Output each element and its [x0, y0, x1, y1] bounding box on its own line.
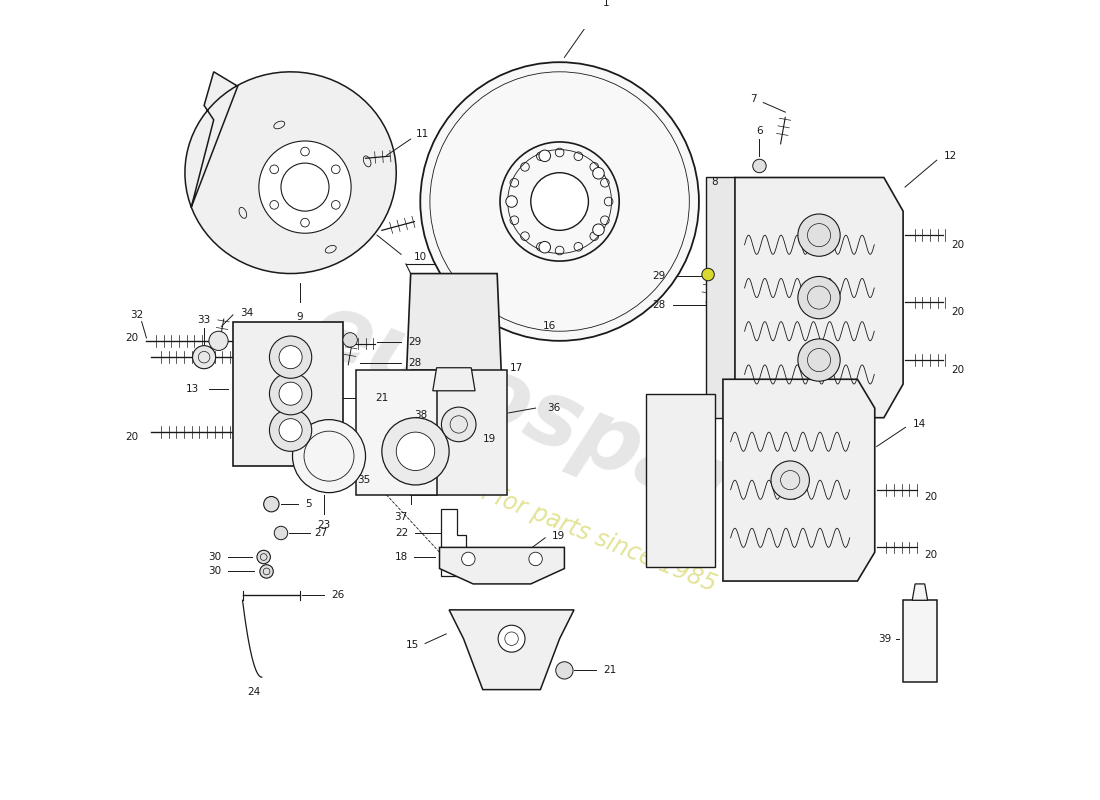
Circle shape — [279, 382, 302, 406]
Text: 7: 7 — [750, 94, 757, 104]
Text: 20: 20 — [952, 240, 965, 250]
Text: 20: 20 — [952, 365, 965, 374]
Circle shape — [593, 167, 604, 179]
Circle shape — [531, 173, 588, 230]
Circle shape — [539, 150, 550, 162]
Circle shape — [593, 224, 604, 235]
Circle shape — [798, 214, 840, 256]
Text: 13: 13 — [186, 384, 199, 394]
Text: 36: 36 — [547, 403, 560, 413]
Text: 28: 28 — [652, 300, 666, 310]
Circle shape — [529, 552, 542, 566]
Circle shape — [702, 268, 714, 281]
Text: 20: 20 — [125, 333, 139, 343]
Text: 14: 14 — [913, 419, 926, 430]
Circle shape — [382, 418, 449, 485]
Circle shape — [798, 277, 840, 318]
Text: 35: 35 — [358, 475, 371, 485]
Polygon shape — [912, 584, 927, 600]
Text: 29: 29 — [408, 337, 421, 346]
Circle shape — [270, 336, 311, 378]
Circle shape — [270, 409, 311, 451]
Circle shape — [771, 461, 810, 499]
Circle shape — [396, 432, 435, 470]
Text: 24: 24 — [248, 686, 261, 697]
Polygon shape — [432, 368, 475, 390]
Text: 22: 22 — [396, 528, 409, 538]
Text: eurospares: eurospares — [298, 285, 860, 580]
Polygon shape — [723, 379, 874, 581]
Text: 20: 20 — [952, 307, 965, 317]
Circle shape — [260, 565, 273, 578]
Text: 20: 20 — [925, 550, 938, 560]
Text: 16: 16 — [542, 322, 556, 331]
Circle shape — [280, 163, 329, 211]
Text: 23: 23 — [318, 520, 331, 530]
Text: 6: 6 — [756, 126, 762, 136]
Text: 30: 30 — [208, 566, 221, 577]
Text: 20: 20 — [125, 432, 139, 442]
Polygon shape — [440, 547, 564, 584]
Circle shape — [209, 331, 228, 350]
Text: 19: 19 — [483, 434, 496, 444]
Text: 26: 26 — [331, 590, 344, 601]
Polygon shape — [233, 322, 343, 466]
Text: 27: 27 — [315, 528, 328, 538]
Text: 28: 28 — [408, 358, 421, 368]
Text: 34: 34 — [241, 308, 254, 318]
Text: 37: 37 — [395, 512, 408, 522]
Circle shape — [293, 420, 365, 493]
Bar — [356, 370, 437, 494]
Circle shape — [192, 346, 216, 369]
Polygon shape — [185, 72, 396, 274]
Text: 39: 39 — [878, 634, 891, 644]
Circle shape — [279, 346, 302, 369]
Text: 32: 32 — [130, 310, 143, 320]
Text: 38: 38 — [414, 410, 427, 420]
Circle shape — [506, 196, 517, 207]
Text: 33: 33 — [198, 314, 211, 325]
Circle shape — [279, 418, 302, 442]
Circle shape — [420, 62, 698, 341]
Circle shape — [441, 407, 476, 442]
Text: 17: 17 — [509, 362, 522, 373]
Bar — [646, 394, 715, 566]
Circle shape — [258, 141, 351, 234]
Circle shape — [264, 497, 279, 512]
Text: 21: 21 — [375, 394, 388, 403]
Polygon shape — [406, 274, 502, 389]
Polygon shape — [449, 610, 574, 690]
Circle shape — [257, 550, 271, 564]
Circle shape — [752, 159, 767, 173]
Text: 19: 19 — [552, 531, 565, 541]
Text: 8: 8 — [712, 178, 718, 187]
Circle shape — [498, 626, 525, 652]
Text: 18: 18 — [395, 552, 408, 562]
Circle shape — [343, 333, 358, 347]
Text: 20: 20 — [925, 493, 938, 502]
Circle shape — [556, 662, 573, 679]
Bar — [410, 370, 507, 494]
Polygon shape — [903, 600, 937, 682]
Circle shape — [270, 373, 311, 415]
Text: 9: 9 — [297, 312, 304, 322]
Polygon shape — [735, 178, 903, 418]
Text: 21: 21 — [603, 666, 616, 675]
Text: 12: 12 — [944, 151, 957, 162]
Text: 10: 10 — [414, 252, 427, 262]
Text: 15: 15 — [406, 641, 419, 650]
Text: 30: 30 — [208, 552, 221, 562]
Text: 29: 29 — [652, 271, 666, 282]
Text: a passion for parts since 1985: a passion for parts since 1985 — [381, 441, 719, 597]
Circle shape — [798, 339, 840, 381]
Text: 5: 5 — [305, 499, 311, 509]
Polygon shape — [706, 178, 735, 418]
Text: 1: 1 — [603, 0, 609, 8]
Circle shape — [539, 242, 550, 253]
Circle shape — [462, 552, 475, 566]
Circle shape — [274, 526, 288, 540]
Text: 11: 11 — [416, 130, 429, 139]
